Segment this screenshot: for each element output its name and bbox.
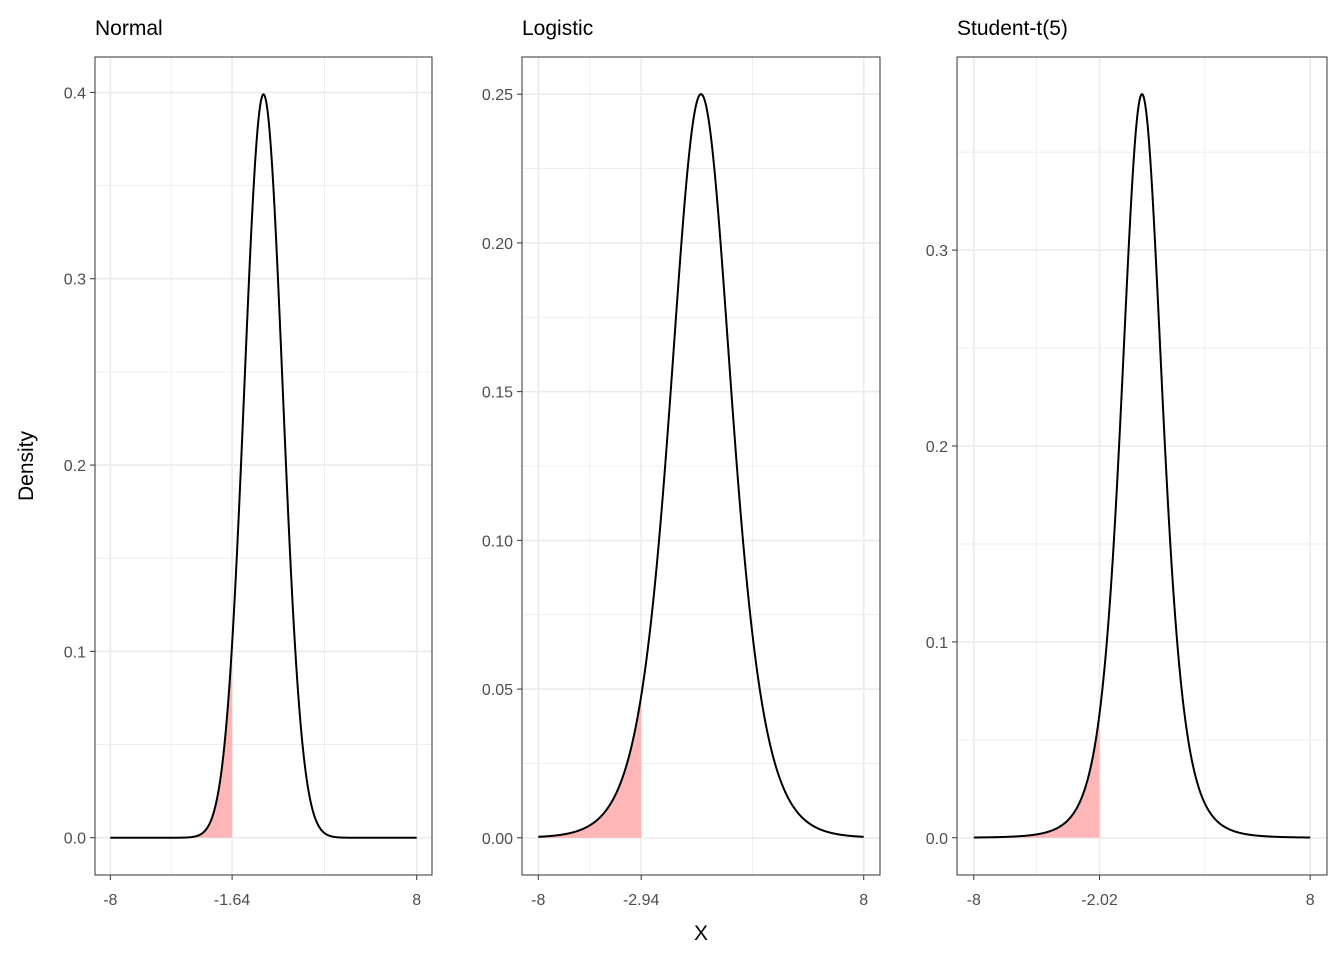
panel-title: Student-t(5)	[957, 17, 1068, 40]
y-tick-label: 0.4	[64, 85, 86, 102]
y-tick-label: 0.1	[926, 635, 948, 652]
y-tick-label: 0.15	[482, 385, 513, 402]
y-tick-label: 0.3	[64, 272, 86, 289]
y-tick-label: 0.3	[926, 243, 948, 260]
y-tick-label: 0.20	[482, 236, 513, 253]
x-axis-title: X	[694, 922, 708, 945]
x-tick-label: 8	[1306, 892, 1315, 909]
panel-title: Normal	[95, 17, 163, 40]
x-tick-label: -2.94	[623, 892, 660, 909]
x-tick-label: -2.02	[1081, 892, 1118, 909]
y-tick-label: 0.2	[926, 439, 948, 456]
y-tick-label: 0.1	[64, 644, 86, 661]
y-axis-title: Density	[15, 430, 38, 501]
y-tick-label: 0.0	[926, 831, 948, 848]
y-tick-label: 0.10	[482, 533, 513, 550]
x-tick-label: 8	[859, 892, 868, 909]
panel-normal: Normal -8 -1.64 8 0.0 0.1 0.2 0.3 0.4	[64, 17, 433, 909]
x-tick-label: -1.64	[214, 892, 251, 909]
panel-border	[521, 56, 881, 876]
density-curve	[110, 93, 417, 839]
panel-border	[956, 56, 1328, 876]
panel-logistic: Logistic -8 -2.94 8 0.00 0.05 0.10 0.15 0.20 0.25	[482, 17, 881, 909]
rejection-region-area	[538, 695, 642, 838]
rejection-region-area	[110, 644, 233, 838]
x-tick-label: -8	[967, 892, 981, 909]
y-tick-label: 0.00	[482, 831, 513, 848]
density-curve	[538, 93, 864, 838]
y-tick-label: 0.05	[482, 682, 513, 699]
y-tick-label: 0.2	[64, 458, 86, 475]
y-tick-label: 0.0	[64, 831, 86, 848]
x-tick-label: -8	[103, 892, 117, 909]
panel-border	[94, 56, 433, 876]
panel-student-t: Student-t(5) -8 -2.02 8 0.0 0.1 0.2 0.3	[926, 17, 1328, 909]
x-tick-label: -8	[531, 892, 545, 909]
rejection-region-area	[973, 713, 1100, 838]
panel-title: Logistic	[522, 17, 593, 40]
x-tick-label: 8	[412, 892, 421, 909]
density-curve	[973, 93, 1311, 839]
y-tick-label: 0.25	[482, 87, 513, 104]
